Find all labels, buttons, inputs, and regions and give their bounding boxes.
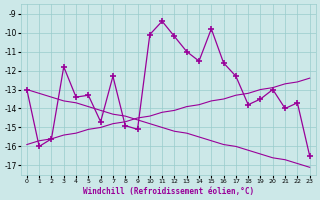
X-axis label: Windchill (Refroidissement éolien,°C): Windchill (Refroidissement éolien,°C) (83, 187, 254, 196)
